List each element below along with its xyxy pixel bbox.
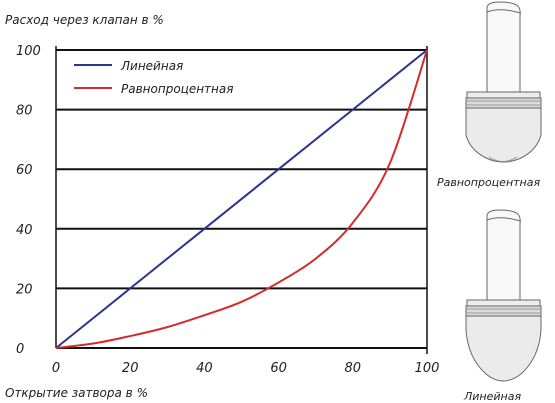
x-tick-80: 80 [345, 361, 362, 376]
series-line-equal-percentage [55, 49, 428, 349]
series-lines [55, 49, 428, 349]
y-tick-80: 80 [16, 104, 33, 119]
valve-plug-equal-percentage-illustration [465, 1, 542, 163]
x-tick-labels: 0 20 40 60 80 100 [52, 361, 440, 376]
x-tick-100: 100 [415, 361, 440, 376]
legend-label-equal-percentage: Равнопроцентная [121, 82, 233, 96]
y-axis-title: Расход через клапан в % [5, 13, 164, 27]
caption-equal-percentage: Равнопроцентная [437, 176, 540, 189]
series-line-linear [55, 49, 428, 349]
x-tick-40: 40 [196, 361, 213, 376]
legend: Линейная Равнопроцентная [74, 59, 233, 96]
y-tick-100: 100 [16, 44, 41, 59]
x-axis-title: Открытие затвора в % [5, 386, 148, 400]
y-tick-60: 60 [16, 163, 33, 178]
valve-plug-linear-illustration [465, 209, 542, 382]
caption-linear: Линейная [463, 390, 521, 403]
legend-label-linear: Линейная [120, 59, 183, 73]
y-tick-0: 0 [16, 342, 24, 357]
y-tick-40: 40 [16, 223, 33, 238]
y-tick-20: 20 [16, 282, 33, 297]
x-tick-0: 0 [52, 361, 60, 376]
x-tick-20: 20 [122, 361, 139, 376]
y-tick-labels: 0 20 40 60 80 100 [16, 44, 41, 357]
x-tick-60: 60 [270, 361, 287, 376]
axes [55, 46, 428, 354]
